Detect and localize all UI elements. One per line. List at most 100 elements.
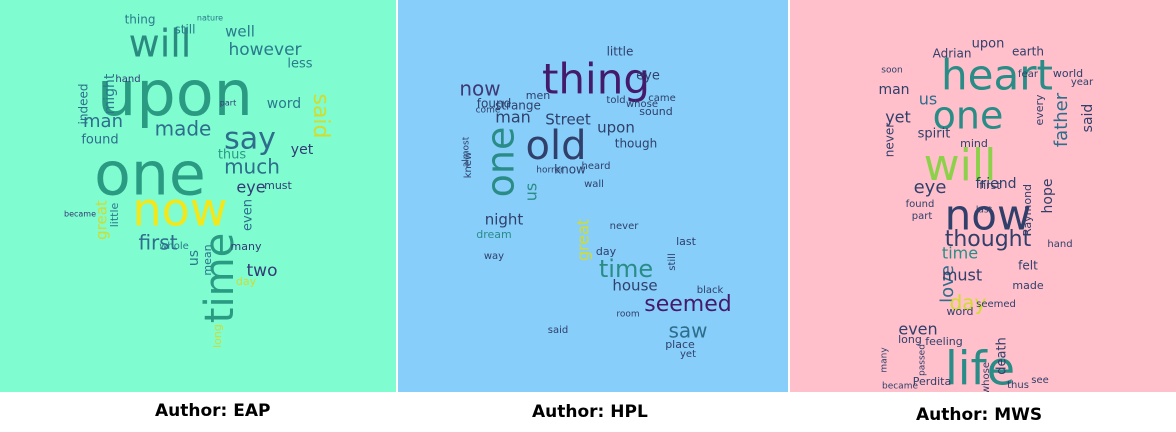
- cloud-word: man: [495, 108, 531, 127]
- cloud-word: must: [942, 266, 982, 285]
- cloud-word: first: [979, 179, 1001, 192]
- cloud-word: thus: [1007, 380, 1029, 391]
- cloud-word: must: [264, 179, 292, 192]
- cloud-word: came: [648, 93, 676, 104]
- cloud-word: time: [197, 233, 243, 323]
- caption-hpl: Author: HPL: [532, 402, 648, 422]
- cloud-word: though: [615, 137, 657, 151]
- cloud-word: hand: [1047, 239, 1072, 250]
- cloud-word: great: [574, 219, 593, 261]
- cloud-word: eye: [636, 69, 660, 84]
- cloud-word: night: [485, 211, 524, 229]
- cloud-word: part: [912, 211, 933, 222]
- cloud-word: even: [241, 199, 256, 231]
- cloud-word: eye: [914, 177, 947, 198]
- cloud-word: time: [599, 255, 653, 283]
- cloud-word: saw: [668, 319, 707, 343]
- cloud-word: passed: [918, 344, 928, 376]
- cloud-word: first: [138, 231, 177, 255]
- cloud-word: yet: [885, 108, 911, 127]
- cloud-word: still: [667, 253, 678, 270]
- cloud-word: word: [946, 305, 973, 318]
- cloud-word: strange: [495, 99, 541, 113]
- cloud-word: long: [898, 333, 922, 346]
- cloud-word: heart: [941, 51, 1053, 100]
- cloud-word: now: [133, 183, 228, 237]
- cloud-word: yet: [680, 349, 696, 360]
- cloud-word: said: [1080, 104, 1096, 133]
- cloud-word: upon: [972, 37, 1005, 52]
- cloud-word: day: [236, 275, 257, 288]
- cloud-word: day: [596, 245, 617, 258]
- cloud-word: day: [950, 291, 987, 315]
- cloud-word: became: [882, 382, 918, 392]
- cloud-word: Raymond: [1021, 184, 1034, 236]
- cloud-word: last: [976, 206, 993, 216]
- cloud-word: yet: [291, 142, 314, 158]
- cloud-word: told: [606, 95, 625, 106]
- cloud-word: little: [607, 45, 634, 59]
- cloud-word: us: [522, 183, 541, 201]
- cloud-word: Adrian: [933, 47, 972, 61]
- word-cloud-mws-panel: heart one will now thought life love day must eve…: [790, 0, 1176, 392]
- cloud-word: earth: [1012, 45, 1044, 59]
- cloud-word: even: [898, 320, 937, 339]
- cloud-word: love: [937, 265, 958, 303]
- cloud-word: one: [933, 94, 1004, 138]
- cloud-word: thus: [218, 148, 247, 163]
- cloud-word: felt: [1018, 259, 1038, 273]
- cloud-word: whose: [981, 362, 992, 392]
- cloud-word: Street: [545, 111, 591, 129]
- cloud-word: knew: [463, 152, 474, 178]
- cloud-word: whole: [159, 241, 189, 252]
- cloud-word: found: [81, 133, 118, 148]
- cloud-word: father: [1051, 92, 1072, 147]
- cloud-word: one: [94, 140, 206, 210]
- cloud-word: upon: [97, 57, 253, 130]
- cloud-word: less: [287, 57, 312, 72]
- cloud-word: found: [906, 199, 935, 210]
- cloud-word: might: [102, 73, 118, 114]
- cloud-word: world: [1053, 67, 1083, 80]
- cloud-word: great: [93, 200, 111, 240]
- cloud-word: thing: [125, 13, 156, 27]
- cloud-word: us: [186, 250, 202, 266]
- cloud-word: never: [883, 123, 897, 157]
- cloud-word: little: [108, 202, 121, 227]
- cloud-word: spirit: [918, 127, 951, 142]
- cloud-word: hope: [1040, 179, 1056, 214]
- word-cloud-eap-panel: upon one now will time say much made man first how…: [0, 0, 396, 392]
- cloud-word: seemed: [644, 292, 731, 317]
- cloud-word: nature: [197, 14, 223, 23]
- cloud-word: still: [175, 23, 196, 37]
- cloud-word: heard: [582, 161, 611, 172]
- cloud-word: thing: [542, 55, 650, 104]
- cloud-word: say: [224, 122, 276, 157]
- cloud-word: thought: [945, 227, 1032, 252]
- cloud-word: mind: [960, 137, 988, 150]
- cloud-word: house: [612, 277, 657, 295]
- cloud-word: room: [616, 310, 639, 320]
- cloud-word: eye: [236, 178, 265, 197]
- cloud-word: black: [697, 285, 724, 296]
- cloud-word: wall: [584, 179, 604, 190]
- cloud-word: dream: [476, 228, 512, 241]
- cloud-word: come: [476, 106, 501, 116]
- cloud-word: fear: [1018, 69, 1039, 80]
- cloud-word: last: [676, 235, 697, 248]
- cloud-word: word: [267, 96, 301, 112]
- cloud-word: said: [308, 93, 333, 138]
- cloud-word: made: [1012, 279, 1043, 292]
- cloud-word: much: [224, 155, 280, 179]
- cloud-word: place: [665, 338, 695, 351]
- word-cloud-hpl-panel: thing old one now man Street upon night time seem…: [398, 0, 788, 392]
- cloud-word: every: [1033, 94, 1046, 126]
- cloud-word: became: [64, 210, 96, 219]
- cloud-word: said: [548, 325, 568, 336]
- caption-eap: Author: EAP: [155, 401, 271, 421]
- cloud-word: made: [155, 117, 212, 141]
- cloud-word: found: [477, 97, 511, 111]
- cloud-word: us: [919, 90, 937, 109]
